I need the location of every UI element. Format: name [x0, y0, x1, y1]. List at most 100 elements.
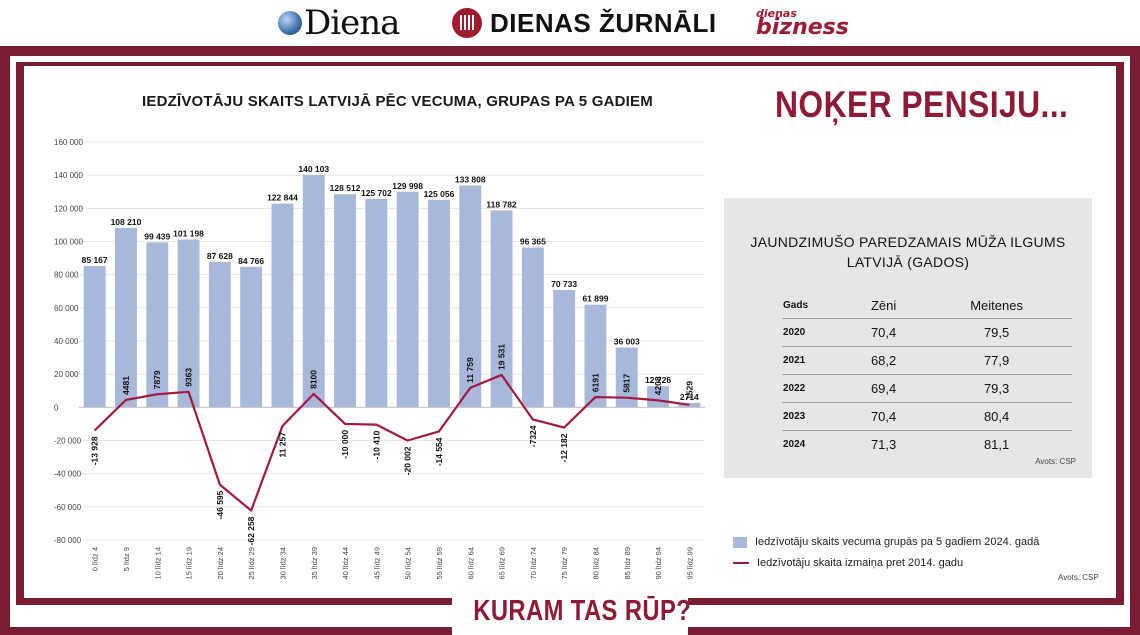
x-tick-label: 70 līdz 74 — [529, 547, 538, 580]
y-tick-label: 100 000 — [54, 238, 83, 247]
bar-value-label: 128 512 — [330, 183, 361, 193]
change-value-label: 19 531 — [497, 344, 507, 370]
col-header-year: Gads — [782, 292, 846, 319]
table-row: 2023 70,4 80,4 — [782, 402, 1072, 431]
change-value-label: 11 257 — [277, 432, 287, 458]
change-value-label: -20 002 — [403, 446, 413, 475]
bar-value-label: 96 365 — [520, 237, 546, 247]
x-tick-label: 65 līdz 69 — [498, 547, 507, 580]
headline: NOĶER PENSIJU... — [775, 84, 1069, 125]
bar — [459, 185, 482, 408]
bar — [302, 174, 325, 408]
y-tick-label: 80 000 — [54, 271, 79, 280]
cell-girls: 77,9 — [921, 346, 1072, 375]
bar-value-label: 36 003 — [614, 337, 640, 347]
bar-value-label: 12 726 — [645, 375, 671, 385]
legend-bar-label: Iedzīvotāju skaits vecuma grupās pa 5 ga… — [755, 536, 1040, 548]
legend-line: Iedzīvotāju skaita izmaiņa pret 2014. ga… — [733, 557, 963, 569]
bar-value-label: 85 167 — [82, 255, 108, 265]
cell-boys: 70,4 — [846, 318, 922, 347]
x-tick-label: 90 līdz 94 — [654, 547, 663, 580]
change-value-label: 9363 — [184, 368, 194, 387]
table-row: 2024 71,3 81,1 — [782, 431, 1072, 459]
table-row: 2020 70,4 79,5 — [782, 318, 1072, 347]
diena-logo[interactable]: Diena — [278, 3, 400, 43]
x-tick-label: 95 līdz 99 — [685, 547, 694, 580]
change-value-label: 6191 — [590, 373, 600, 392]
change-value-label: -46 595 — [215, 490, 225, 519]
change-value-label: 4481 — [121, 376, 131, 395]
bar-value-label: 140 103 — [298, 164, 329, 174]
bar — [553, 290, 576, 408]
life-table-title-line1: JAUNDZIMUŠO PAREDZAMAIS MŪŽA ILGUMS — [750, 234, 1066, 250]
change-value-label: 5817 — [622, 374, 632, 393]
table-header-row: Gads Zēni Meitenes — [782, 292, 1072, 319]
dienas-zurnali-text: DIENAS ŽURNĀLI — [490, 7, 717, 38]
bar — [365, 198, 388, 408]
cell-boys: 69,4 — [846, 374, 922, 403]
bar — [208, 262, 231, 408]
cell-girls: 80,4 — [921, 402, 1072, 431]
header-bar: Diena DIENAS ŽURNĀLI dienas bizness — [0, 0, 1140, 46]
bar — [678, 402, 701, 408]
table-row: 2022 69,4 79,3 — [782, 374, 1072, 403]
dienas-zurnali-logo[interactable]: DIENAS ŽURNĀLI — [452, 4, 717, 42]
col-header-girls: Meitenes — [921, 292, 1072, 319]
change-value-label: -10 000 — [340, 430, 350, 459]
change-value-label: -12 182 — [559, 433, 569, 462]
life-expectancy-table: Gads Zēni Meitenes 2020 70,4 79,5 2021 6… — [782, 292, 1072, 458]
cell-girls: 79,5 — [921, 318, 1072, 347]
y-tick-label: -40 000 — [54, 470, 82, 479]
cell-year: 2023 — [782, 402, 846, 431]
change-value-label: -10 410 — [371, 430, 381, 459]
dienas-bizness-logo[interactable]: dienas bizness — [756, 4, 849, 42]
bar-value-label: 108 210 — [111, 217, 142, 227]
cell-year: 2024 — [783, 439, 806, 450]
bar — [271, 203, 294, 408]
globe-icon — [278, 11, 302, 35]
bar-value-label: 133 808 — [455, 174, 486, 184]
bar — [615, 347, 638, 408]
x-tick-label: 20 līdz 24 — [216, 547, 225, 580]
col-header-boys: Zēni — [846, 292, 922, 319]
cell-girls: 79,3 — [921, 374, 1072, 403]
x-tick-label: 0 līdz 4 — [91, 547, 100, 571]
y-tick-label: 120 000 — [54, 204, 83, 213]
x-tick-label: 50 līdz 54 — [404, 547, 413, 580]
bar-value-label: 125 056 — [424, 189, 455, 199]
x-tick-label: 25 līdz 29 — [247, 547, 256, 580]
y-tick-label: 0 — [54, 403, 59, 412]
y-tick-label: -60 000 — [54, 503, 82, 512]
bar — [427, 199, 450, 408]
bar-value-label: 70 733 — [551, 279, 577, 289]
change-value-label: 7879 — [152, 370, 162, 389]
bar-value-label: 61 899 — [582, 294, 608, 304]
bar — [521, 247, 544, 408]
x-tick-label: 75 līdz 79 — [560, 547, 569, 580]
change-value-label: -7324 — [528, 425, 538, 447]
life-table-title: JAUNDZIMUŠO PAREDZAMAIS MŪŽA ILGUMS LATV… — [724, 232, 1092, 272]
life-table-source: Avots: CSP — [1035, 457, 1076, 466]
x-tick-label: 85 līdz 89 — [623, 547, 632, 580]
y-tick-label: 40 000 — [54, 337, 79, 346]
cell-year: 2020 — [782, 318, 846, 347]
bar — [396, 191, 419, 408]
y-tick-label: 20 000 — [54, 370, 79, 379]
bizness-logo-small: dienas — [756, 6, 797, 20]
y-tick-label: 140 000 — [54, 171, 83, 180]
bar-value-label: 87 628 — [207, 251, 233, 261]
bar — [146, 242, 169, 408]
footer-tab-text: KURAM TAS RŪP? — [473, 595, 692, 627]
x-tick-label: 80 līdz 84 — [591, 547, 600, 580]
y-tick-label: -20 000 — [54, 437, 82, 446]
chart-source: Avots: CSP — [1058, 573, 1099, 582]
cell-year: 2021 — [782, 346, 846, 375]
change-line — [93, 373, 690, 512]
change-value-label: -13 928 — [90, 436, 100, 465]
change-value-label: 11 759 — [465, 357, 475, 383]
bar-value-label: 125 702 — [361, 188, 392, 198]
bizness-logo-big: bizness — [756, 14, 849, 40]
bar — [584, 304, 607, 408]
table-row: 2021 68,2 77,9 — [782, 346, 1072, 375]
